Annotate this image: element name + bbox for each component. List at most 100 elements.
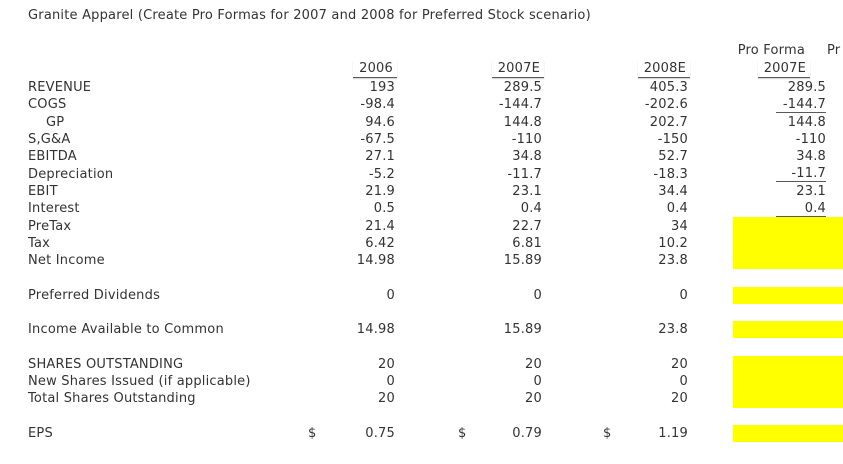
- cell-2007e-value: 15.89: [503, 253, 542, 269]
- cell-2006-value: 6.42: [365, 235, 395, 251]
- cell-2006-value: -67.5: [360, 132, 395, 148]
- cell-2007e-value: 0.79: [512, 426, 542, 442]
- cell-proforma-2007e[interactable]: [733, 355, 843, 374]
- cell-2007e-value: 22.7: [512, 218, 542, 234]
- row-label: EPS: [28, 426, 53, 442]
- cell-2008e-value: -202.6: [644, 97, 688, 113]
- cell-2006-value: -98.4: [360, 97, 395, 113]
- row-label: EBITDA: [28, 149, 77, 165]
- cell-proforma-2007e: -110: [733, 131, 843, 148]
- cell-2007e: 0.4: [450, 201, 544, 216]
- cell-proforma-2007e: 34.8: [733, 148, 843, 165]
- cell-2008e: 34.4: [595, 184, 690, 199]
- pro-forma-header-row: Pro Forma Pr: [0, 42, 843, 58]
- cell-2006: 21.9: [300, 184, 397, 199]
- cell-2006: 6.42: [300, 236, 397, 251]
- cell-2007e: 20: [450, 357, 544, 372]
- cell-2008e: $1.19: [595, 426, 690, 441]
- cell-2006: 0: [300, 288, 397, 303]
- cell-proforma-2007e[interactable]: [733, 424, 843, 443]
- cell-2006: 94.6: [300, 115, 397, 130]
- cell-2008e-value: 23.8: [658, 253, 688, 269]
- cell-2007e: 20: [450, 391, 544, 406]
- table-row: [0, 338, 843, 355]
- table-row: Interest 0.5 0.4 0.4 0.4: [0, 200, 843, 217]
- cell-proforma-2007e: 144.8: [733, 114, 843, 131]
- cell-2007e: $0.79: [450, 426, 544, 441]
- row-label: SHARES OUTSTANDING: [28, 356, 184, 372]
- cell-proforma-2007e-value: 23.1: [796, 183, 826, 199]
- cell-2007e-value: 0: [533, 374, 542, 390]
- cell-proforma-2007e-value: 144.8: [787, 114, 826, 130]
- cell-2006: 0: [300, 374, 397, 389]
- cell-2008e: -18.3: [595, 167, 690, 182]
- table-row: S,G&A -67.5 -110 -150 -110: [0, 131, 843, 148]
- table-row: [0, 269, 843, 286]
- cell-2008e-value: 0: [679, 287, 688, 303]
- cell-proforma-2007e-value: 289.5: [787, 80, 826, 96]
- column-header-proforma-2007e: 2007E: [733, 61, 843, 78]
- cell-2007e-value: 20: [525, 391, 542, 407]
- cell-2007e-value: 289.5: [503, 80, 542, 96]
- table-row: COGS -98.4 -144.7 -202.6 -144.7: [0, 96, 843, 113]
- cell-2008e-value: 20: [671, 356, 688, 372]
- row-label: COGS: [28, 97, 67, 113]
- cell-2008e-value: 34: [671, 218, 688, 234]
- cell-2008e-value: 52.7: [658, 149, 688, 165]
- cell-2008e-value: 34.4: [658, 183, 688, 199]
- cell-proforma-2007e-value: -144.7: [776, 97, 826, 113]
- cell-2007e-value: 23.1: [512, 183, 542, 199]
- table-row: EBITDA 27.1 34.8 52.7 34.8: [0, 148, 843, 165]
- cell-proforma-2007e[interactable]: [733, 373, 843, 391]
- cell-proforma-2007e[interactable]: [733, 234, 843, 252]
- row-label: EBIT: [28, 183, 58, 199]
- cell-2006-value: 0.75: [365, 426, 395, 442]
- cell-2006: 0.5: [300, 201, 397, 216]
- cell-2006-value: 193: [369, 80, 395, 96]
- cell-2008e: 10.2: [595, 236, 690, 251]
- cell-2007e-value: 0: [533, 287, 542, 303]
- row-label: Tax: [28, 235, 51, 251]
- cell-2008e-value: 405.3: [649, 80, 688, 96]
- table-row: New Shares Issued (if applicable) 0 0 0: [0, 373, 843, 391]
- cell-2007e-value: -11.7: [507, 166, 542, 182]
- cell-proforma-2007e-value: 0.4: [776, 201, 826, 217]
- cell-2006-value: -5.2: [368, 166, 395, 182]
- cell-2008e: 20: [595, 391, 690, 406]
- cell-2007e: 22.7: [450, 219, 544, 234]
- cell-2007e: 15.89: [450, 253, 544, 268]
- cell-2006: 21.4: [300, 219, 397, 234]
- table-row: EPS $0.75 $0.79 $1.19: [0, 424, 843, 443]
- table-row: Total Shares Outstanding 20 20 20: [0, 390, 843, 408]
- cell-2007e: 289.5: [450, 80, 544, 95]
- cell-proforma-2007e[interactable]: [733, 251, 843, 270]
- cell-2007e: -144.7: [450, 97, 544, 112]
- cell-2008e-value: 1.19: [658, 426, 688, 442]
- cell-proforma-2007e[interactable]: [733, 321, 843, 339]
- cell-2006: 14.98: [300, 322, 397, 337]
- cell-proforma-2007e: -11.7: [733, 165, 843, 183]
- cell-2008e: 202.7: [595, 115, 690, 130]
- cell-proforma-2007e[interactable]: [733, 217, 843, 235]
- cell-proforma-2007e-value: -11.7: [776, 166, 826, 183]
- cell-2008e: -150: [595, 132, 690, 147]
- row-label: Income Available to Common: [28, 322, 224, 338]
- cell-2006-value: 27.1: [365, 149, 395, 165]
- sheet-title: Granite Apparel (Create Pro Formas for 2…: [28, 8, 591, 23]
- cell-2007e-value: 20: [525, 356, 542, 372]
- cell-proforma-2007e: [733, 269, 843, 286]
- cell-proforma-2007e[interactable]: [733, 390, 843, 408]
- row-label: Preferred Dividends: [28, 287, 161, 303]
- cell-2006: -67.5: [300, 132, 397, 147]
- cell-2006: $0.75: [300, 426, 397, 441]
- cell-2008e: 23.8: [595, 322, 690, 337]
- cell-2006: 20: [300, 391, 397, 406]
- cell-proforma-2007e: 23.1: [733, 183, 843, 200]
- cell-2008e-value: 10.2: [658, 235, 688, 251]
- cell-2008e-value: 202.7: [649, 114, 688, 130]
- cell-proforma-2007e[interactable]: [733, 286, 843, 304]
- cell-2008e: 0.4: [595, 201, 690, 216]
- cell-2008e-value: 20: [671, 391, 688, 407]
- table-row: GP 94.6 144.8 202.7 144.8: [0, 114, 843, 131]
